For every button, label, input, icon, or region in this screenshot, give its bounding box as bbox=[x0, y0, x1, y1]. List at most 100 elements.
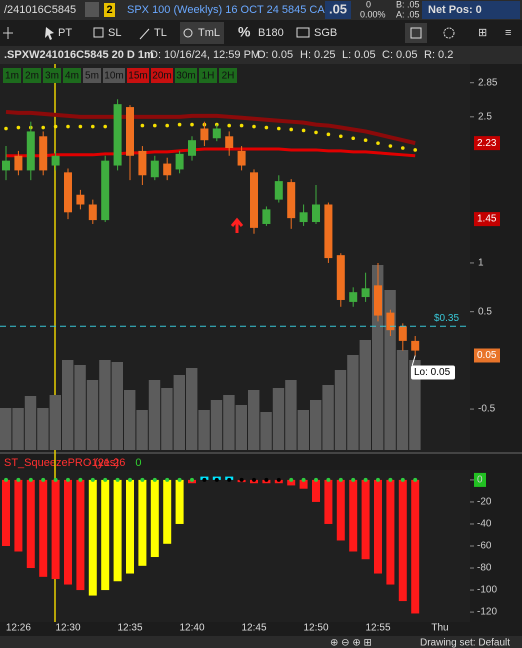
volume-bar bbox=[37, 408, 49, 450]
candle-body bbox=[374, 285, 382, 316]
ma-dot bbox=[264, 125, 269, 130]
tml-selected[interactable] bbox=[180, 22, 224, 44]
timeframe-label: 3m bbox=[45, 71, 59, 82]
indicator-title: ST_SqueezePRO (yes) bbox=[4, 457, 119, 469]
bar-close: C: 0.05 bbox=[382, 49, 417, 61]
histogram-bar bbox=[113, 479, 122, 582]
timeframe-button[interactable] bbox=[127, 68, 149, 83]
ma-dot bbox=[289, 127, 294, 132]
sl-icon[interactable] bbox=[93, 27, 104, 38]
candle-body bbox=[324, 204, 333, 259]
squeeze-dot bbox=[388, 477, 393, 482]
squeeze-dot bbox=[90, 477, 95, 482]
zoom-controls[interactable]: ⊕ ⊖ ⊕ ⊞ bbox=[330, 638, 372, 648]
drawing-set[interactable]: Drawing set: Default bbox=[420, 638, 510, 648]
volume-bar bbox=[310, 400, 322, 450]
sgb-icon[interactable] bbox=[296, 27, 310, 38]
squeeze-dot bbox=[140, 477, 145, 482]
settings-icon[interactable] bbox=[443, 27, 455, 39]
tool-label[interactable]: TL bbox=[154, 27, 167, 39]
price-bubble bbox=[474, 212, 500, 227]
histogram-bar bbox=[101, 479, 110, 591]
timeframe-button[interactable] bbox=[103, 68, 125, 83]
timeframe-button[interactable] bbox=[199, 68, 217, 83]
timeframe-button[interactable] bbox=[43, 68, 61, 83]
price-bubble bbox=[474, 136, 500, 151]
bid: B: .05 bbox=[396, 0, 420, 9]
tl-icon[interactable] bbox=[139, 28, 150, 40]
volume-bar bbox=[12, 408, 24, 450]
symbol-box[interactable]: /241016C5845 bbox=[4, 4, 76, 16]
candle-body bbox=[138, 150, 147, 176]
histogram-bar bbox=[312, 479, 320, 502]
timeframe-button[interactable] bbox=[83, 68, 101, 83]
histogram-bar bbox=[14, 479, 23, 552]
volume-bar bbox=[62, 360, 74, 450]
volume-bar bbox=[372, 265, 384, 450]
dropdown[interactable] bbox=[85, 2, 99, 17]
candle-body bbox=[312, 204, 320, 223]
volume-bar bbox=[297, 410, 309, 450]
timeframe-button[interactable] bbox=[219, 68, 237, 83]
candle-body bbox=[188, 140, 196, 156]
y-tick-label: 2.5 bbox=[478, 111, 492, 122]
tool-label[interactable]: SL bbox=[108, 27, 121, 39]
last-box bbox=[325, 1, 351, 19]
ma-dot bbox=[66, 124, 70, 129]
timeframe-label: 4m bbox=[65, 71, 79, 82]
menu-icon[interactable]: ≡ bbox=[505, 27, 511, 39]
timeframe-button[interactable] bbox=[3, 68, 21, 83]
timeframe-label: 2m bbox=[25, 71, 39, 82]
pointer-icon[interactable] bbox=[45, 27, 54, 40]
x-tick-label: Thu bbox=[431, 623, 448, 634]
squeeze-dot bbox=[252, 477, 256, 482]
candle-body bbox=[113, 104, 122, 166]
volume-bar bbox=[285, 380, 297, 450]
fib-icon[interactable]: % bbox=[238, 24, 251, 40]
squeeze-dot bbox=[103, 477, 108, 482]
candle-body bbox=[200, 128, 209, 141]
tool-label[interactable]: SGB bbox=[314, 27, 337, 39]
x-tick-label: 12:26 bbox=[6, 623, 31, 634]
volume-bar bbox=[359, 340, 371, 450]
crosshair-icon[interactable] bbox=[3, 27, 13, 39]
histogram-bar bbox=[361, 479, 370, 560]
apps-icon[interactable]: ⊞ bbox=[478, 27, 487, 39]
timeframe-button[interactable] bbox=[23, 68, 41, 83]
timeframe-button[interactable] bbox=[151, 68, 173, 83]
price-bubble-label: 0.05 bbox=[477, 350, 497, 361]
volume-bar bbox=[148, 380, 161, 450]
x-tick-label: 12:45 bbox=[241, 623, 266, 634]
ma-dot bbox=[376, 141, 380, 145]
timeframe-button[interactable] bbox=[175, 68, 197, 83]
moving-average bbox=[5, 109, 416, 146]
volume-bar bbox=[210, 400, 223, 450]
y-tick-label: -20 bbox=[477, 497, 492, 508]
candle-body bbox=[212, 128, 221, 139]
volume-bar bbox=[173, 375, 185, 450]
ma-dot bbox=[351, 136, 356, 141]
timeframe-button[interactable] bbox=[63, 68, 81, 83]
y-tick-label: 1 bbox=[478, 258, 484, 269]
chart-symbol: .SPXW241016C5845 20 D 1m bbox=[4, 49, 154, 61]
volume-bar bbox=[74, 365, 86, 450]
tool-label[interactable]: B180 bbox=[258, 27, 284, 39]
volume-bar bbox=[0, 408, 12, 450]
tool-square[interactable] bbox=[405, 23, 427, 43]
timeframe-label: 30m bbox=[176, 71, 195, 82]
volume-bar bbox=[111, 362, 123, 450]
timeframe-label: 5m bbox=[85, 71, 99, 82]
ask: A: .05 bbox=[396, 9, 420, 19]
tool-label[interactable]: PT bbox=[58, 27, 72, 39]
ma-dot bbox=[91, 124, 95, 129]
ma-dot bbox=[165, 123, 169, 128]
squeeze-dot bbox=[301, 477, 306, 482]
histogram-bar bbox=[175, 479, 184, 524]
tml-icon bbox=[183, 28, 193, 38]
squeeze-dot bbox=[202, 477, 207, 482]
tool-label[interactable]: TmL bbox=[198, 27, 220, 39]
ma-dot bbox=[314, 130, 318, 135]
y-tick-label: -0.5 bbox=[478, 404, 496, 415]
link-box[interactable] bbox=[104, 3, 115, 17]
candle-body bbox=[150, 160, 159, 178]
